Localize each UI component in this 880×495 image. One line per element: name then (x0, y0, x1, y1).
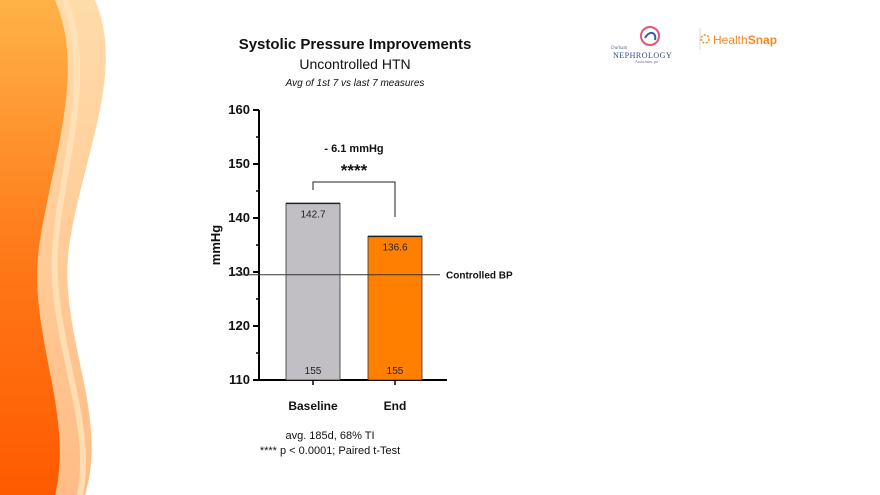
y-tick-label: 160 (228, 102, 250, 117)
bar-value-label: 136.6 (382, 242, 407, 253)
bar-n-label: 155 (305, 366, 322, 377)
bar (285, 203, 341, 381)
footer-test: **** p < 0.0001; Paired t-Test (259, 445, 401, 457)
y-tick-label: 130 (228, 264, 250, 279)
bar-value-label: 142.7 (300, 209, 325, 220)
logo-nephrology-text: NEPHROLOGY (613, 51, 673, 60)
logo-durham-text: Durham (611, 46, 628, 51)
x-tick-label: Baseline (288, 399, 338, 413)
y-axis-label: mmHg (208, 225, 223, 266)
orange-wave-front (0, 0, 68, 495)
light-wave-stripe (51, 0, 86, 495)
significance-bracket (312, 181, 396, 217)
x-tick-label: End (384, 399, 407, 413)
footer-stats: avg. 185d, 68% TI (285, 430, 375, 442)
healthsnap-logo-light: Health (713, 33, 748, 47)
bars: 142.7 155 Baseline 136.6 155 End Controlled BP (232, 202, 513, 413)
difference-label: - 6.1 mmHg (324, 143, 383, 155)
bar (367, 235, 423, 381)
y-tick-label: 150 (228, 156, 250, 171)
healthsnap-logo: HealthSnap (713, 33, 777, 47)
controlled-bp-label: Controlled BP (446, 271, 513, 282)
y-tick-label: 110 (229, 372, 250, 387)
partner-logos: Durham NEPHROLOGY Associates, pa HealthS… (605, 24, 805, 64)
chart-title: Systolic Pressure Improvements (238, 36, 472, 53)
significance-annotation: **** - 6.1 mmHg (312, 143, 396, 217)
chart-note: Avg of 1st 7 vs last 7 measures (285, 78, 425, 89)
significance-stars: **** (341, 161, 368, 180)
bar-n-label: 155 (387, 366, 404, 377)
durham-nephrology-logo-icon (640, 26, 710, 50)
logo-associates-text: Associates, pa (635, 59, 658, 64)
y-tick-label: 140 (228, 210, 250, 225)
chart-subtitle: Uncontrolled HTN (299, 56, 411, 72)
healthsnap-logo-bold: Snap (747, 33, 778, 47)
y-tick-label: 120 (228, 318, 250, 333)
